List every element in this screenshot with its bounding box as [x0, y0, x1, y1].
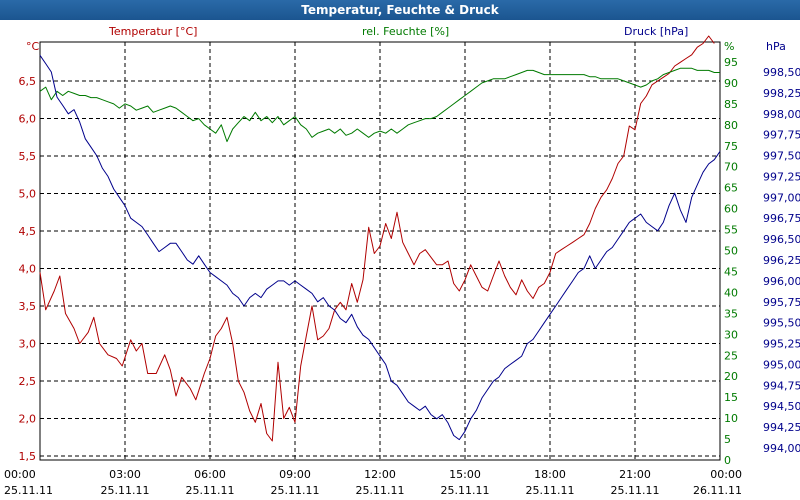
pressure-tick-label: 994,25 [763, 421, 800, 434]
temperature-tick-label: 2,0 [19, 413, 37, 426]
temperature-tick-label: 2,5 [19, 375, 37, 388]
series-lines [39, 35, 721, 442]
pressure-tick-label: 997,50 [763, 150, 800, 163]
temperature-tick-label: 3,0 [19, 338, 37, 351]
humidity-tick-label: 0 [724, 454, 731, 467]
pressure-tick-label: 998,50 [763, 66, 800, 79]
humidity-tick-label: 15 [724, 391, 738, 404]
temperature-unit-label: °C [26, 40, 40, 53]
pressure-tick-label: 997,75 [763, 129, 800, 142]
x-date-label: 25.11.11 [356, 484, 405, 497]
temperature-tick-label: 5,5 [19, 150, 37, 163]
humidity-tick-label: 55 [724, 224, 738, 237]
x-date-label: 25.11.11 [271, 484, 320, 497]
pressure-tick-label: 995,50 [763, 317, 800, 330]
temperature-tick-label: 1,5 [19, 450, 37, 463]
pressure-tick-label: 997,25 [763, 170, 800, 183]
humidity-tick-label: 60 [724, 203, 738, 216]
x-time-label: 15:00 [449, 468, 481, 481]
series-line-pressure [39, 55, 721, 441]
humidity-tick-label: 10 [724, 412, 738, 425]
temperature-tick-label: 4,0 [19, 263, 37, 276]
x-date-label: 26.11.11 [693, 484, 742, 497]
humidity-tick-label: 20 [724, 370, 738, 383]
x-time-label: 18:00 [534, 468, 566, 481]
pressure-tick-label: 998,00 [763, 108, 800, 121]
temperature-tick-label: 3,5 [19, 300, 37, 313]
temperature-tick-label: 4,5 [19, 225, 37, 238]
x-time-label: 03:00 [109, 468, 141, 481]
pressure-tick-label: 996,25 [763, 254, 800, 267]
legend-temperature: Temperatur [°C] [108, 25, 197, 38]
pressure-tick-label: 995,75 [763, 296, 800, 309]
pressure-tick-label: 996,50 [763, 233, 800, 246]
x-date-label: 25.11.11 [4, 484, 53, 497]
humidity-tick-label: 40 [724, 286, 738, 299]
pressure-tick-label: 994,00 [763, 442, 800, 455]
pressure-tick-label: 994,50 [763, 400, 800, 413]
x-date-label: 25.11.11 [526, 484, 575, 497]
humidity-tick-label: 30 [724, 328, 738, 341]
pressure-tick-label: 996,75 [763, 212, 800, 225]
humidity-tick-label: 50 [724, 245, 738, 258]
humidity-tick-label: 85 [724, 98, 738, 111]
humidity-tick-label: 95 [724, 56, 738, 69]
x-time-label: 00:00 [4, 468, 36, 481]
humidity-tick-label: 5 [724, 433, 731, 446]
x-date-label: 25.11.11 [611, 484, 660, 497]
humidity-tick-label: 65 [724, 182, 738, 195]
humidity-tick-label: 45 [724, 265, 738, 278]
x-date-label: 25.11.11 [441, 484, 490, 497]
x-date-label: 25.11.11 [101, 484, 150, 497]
humidity-tick-label: 70 [724, 161, 738, 174]
humidity-unit-label: % [724, 40, 734, 53]
legend-humidity: rel. Feuchte [%] [362, 25, 449, 38]
pressure-tick-label: 995,25 [763, 338, 800, 351]
pressure-tick-label: 995,00 [763, 358, 800, 371]
humidity-tick-label: 80 [724, 119, 738, 132]
series-line-temperature [39, 35, 715, 442]
pressure-tick-label: 996,00 [763, 275, 800, 288]
x-time-label: 00:00 [710, 468, 742, 481]
x-time-label: 12:00 [364, 468, 396, 481]
legend-pressure: Druck [hPa] [624, 25, 688, 38]
humidity-tick-label: 35 [724, 307, 738, 320]
x-time-label: 06:00 [194, 468, 226, 481]
pressure-unit-label: hPa [766, 40, 786, 53]
chart-title: Temperatur, Feuchte & Druck [0, 0, 800, 20]
humidity-tick-label: 75 [724, 140, 738, 153]
x-date-label: 25.11.11 [186, 484, 235, 497]
gridlines [39, 42, 721, 460]
pressure-tick-label: 997,00 [763, 191, 800, 204]
x-time-label: 21:00 [619, 468, 651, 481]
pressure-tick-label: 998,25 [763, 87, 800, 100]
humidity-tick-label: 90 [724, 77, 738, 90]
temperature-tick-label: 6,0 [19, 113, 37, 126]
pressure-tick-label: 994,75 [763, 379, 800, 392]
plot-frame [39, 41, 721, 461]
temperature-tick-label: 6,5 [19, 75, 37, 88]
temperature-tick-label: 5,0 [19, 188, 37, 201]
humidity-tick-label: 25 [724, 349, 738, 362]
series-line-humidity [39, 67, 720, 143]
tick-labels: 1,5 2,0 2,5 3,0 3,5 4,0 4,5 5,0 5,5 6,0 6,5 0 5 10 15 2… [4, 56, 800, 497]
x-time-label: 09:00 [279, 468, 311, 481]
